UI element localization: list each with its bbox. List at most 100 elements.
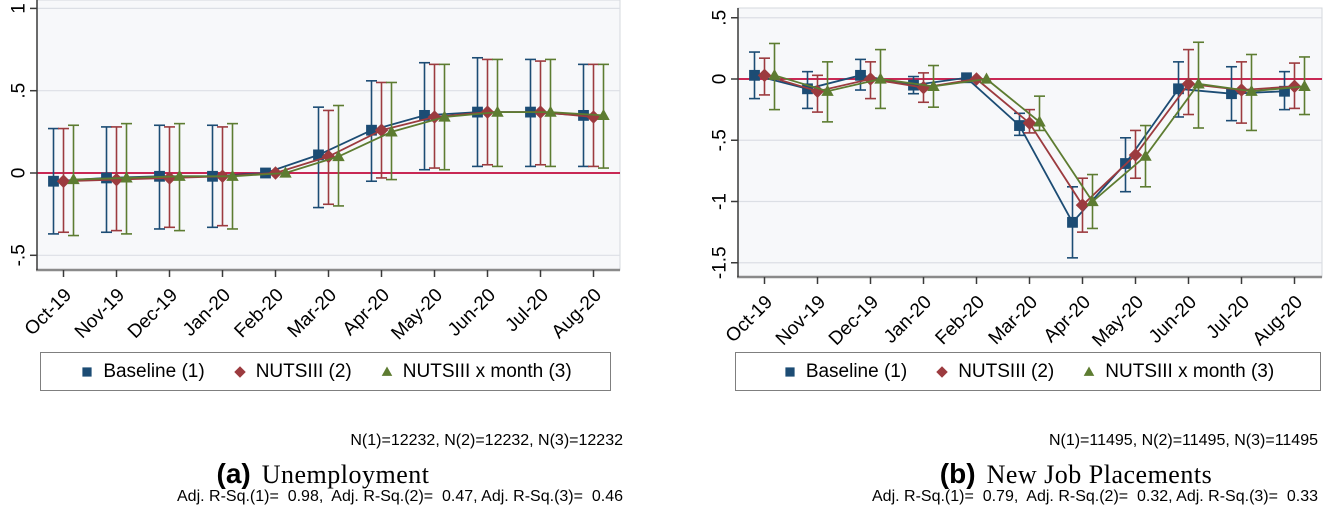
x-tick-label: Apr-20	[1040, 292, 1095, 347]
square-marker	[1226, 88, 1237, 100]
diamond-marker	[969, 72, 984, 86]
diamond-marker	[1181, 77, 1196, 91]
triangle-marker	[1298, 79, 1311, 91]
square-marker	[749, 69, 760, 81]
panel-new-job-placements: .5 0 -.5 -1 -1.5 Oct-19 Nov-19 Dec-19 Jan-20 Feb-…	[663, 0, 1323, 512]
triangle-marker	[1192, 77, 1205, 89]
square-marker	[1067, 216, 1078, 228]
square-marker	[1279, 85, 1290, 97]
triangle-marker	[544, 105, 557, 117]
x-tick-label: Jun-20	[1145, 292, 1201, 348]
legend-item: NUTSIII x month (3)	[379, 361, 572, 383]
triangle-marker	[67, 173, 80, 185]
legend-item: Baseline (1)	[79, 360, 205, 383]
y-tick-label: .5	[710, 10, 731, 26]
legend-label: Baseline (1)	[805, 360, 908, 382]
diamond-marker	[162, 171, 177, 185]
triangle-marker	[226, 169, 239, 181]
triangle-marker	[491, 105, 504, 117]
square-marker	[82, 366, 92, 377]
square-marker	[961, 72, 972, 84]
triangle-marker	[1245, 84, 1258, 96]
x-tick-label: Oct-19	[722, 292, 777, 347]
stats-notes: N(1)=12232, N(2)=12232, N(3)=12232 Adj. …	[177, 395, 623, 512]
x-tick-label: May-20	[1088, 292, 1148, 352]
triangle-marker	[1083, 365, 1095, 376]
legend-unemployment: Baseline (1) NUTSIII (2) NUTSIII x month (…	[40, 352, 611, 391]
x-tick-label: Nov-19	[772, 292, 830, 350]
diamond-marker	[109, 172, 124, 187]
square-marker	[785, 366, 795, 377]
x-tick-label: Nov-19	[71, 285, 129, 343]
x-tick-label: Jul-20	[502, 285, 553, 336]
triangle-marker	[1139, 149, 1152, 161]
diamond-legend-icon	[233, 365, 246, 378]
y-tick-label: -1	[710, 193, 731, 210]
diamond-marker	[1022, 116, 1037, 130]
square-marker	[313, 149, 324, 161]
series-diamond	[757, 48, 1302, 233]
square-marker	[419, 109, 430, 121]
legend-item: NUTSIII (2)	[934, 361, 1054, 383]
x-tick-label: May-20	[387, 285, 447, 345]
x-tick-label: Mar-20	[284, 285, 341, 342]
square-marker	[472, 106, 483, 118]
caption-text: Unemployment	[261, 460, 430, 489]
square-legend-icon	[82, 366, 92, 377]
x-tick-label: Aug-20	[548, 285, 606, 343]
legend-label: NUTSIII x month (3)	[402, 360, 572, 382]
legend-label: NUTSIII (2)	[255, 360, 352, 382]
triangle-marker	[1033, 115, 1046, 127]
legend-label: NUTSIII x month (3)	[1105, 360, 1275, 382]
y-tick-label: 1	[9, 3, 30, 14]
diamond-marker	[1075, 198, 1090, 212]
caption-text: New Job Placements	[986, 460, 1213, 489]
legend-label: NUTSIII (2)	[958, 360, 1055, 382]
plot-region	[737, 7, 1323, 278]
diamond-marker	[757, 68, 772, 83]
legend-item: NUTSIII (2)	[232, 361, 352, 383]
stats-notes: N(1)=11495, N(2)=11495, N(3)=11495 Adj. …	[872, 395, 1318, 512]
triangle-marker	[173, 169, 186, 181]
x-tick-label: Apr-20	[339, 285, 394, 340]
legend-new-job-placements: Baseline (1) NUTSIII (2) NUTSIII x month (…	[735, 352, 1321, 391]
caption-label: (a)	[216, 458, 251, 489]
triangle-marker	[120, 171, 133, 183]
diamond-marker	[56, 174, 71, 188]
y-tick-label: -1.5	[710, 246, 731, 279]
triangle-marker	[332, 150, 345, 162]
triangle-marker	[1086, 195, 1099, 207]
triangle-marker	[438, 110, 451, 122]
diamond-marker	[480, 105, 495, 119]
y-tick-label: .5	[9, 83, 30, 99]
x-tick-label: Dec-19	[124, 285, 182, 343]
diamond-marker	[936, 365, 948, 378]
x-tick-label: Jul-20	[1203, 292, 1254, 343]
x-tick-label: Jan-20	[880, 292, 936, 348]
adj-rsq-note: Adj. R-Sq.(1)= 0.98, Adj. R-Sq.(2)= 0.47…	[177, 487, 623, 505]
y-tick-label: -.5	[710, 129, 731, 151]
caption-label: (b)	[939, 458, 976, 489]
triangle-marker	[279, 166, 292, 178]
legend-label: Baseline (1)	[103, 360, 205, 382]
legend-item: Baseline (1)	[782, 361, 907, 383]
square-marker	[1014, 120, 1025, 131]
caption-b: (b) New Job Placements	[940, 458, 1212, 490]
y-tick-label: 0	[710, 74, 731, 85]
x-tick-label: Aug-20	[1249, 292, 1307, 350]
triangle-marker	[927, 79, 940, 91]
triangle-marker	[385, 125, 398, 137]
x-tick-label: Mar-20	[985, 292, 1042, 349]
square-marker	[1173, 83, 1184, 95]
unemployment-chart: 1 .5 0 -.5 Oct-19Nov-19Dec-19Jan-20Feb-20Mar…	[9, 0, 621, 345]
x-tick-label: Jun-20	[444, 285, 500, 341]
x-tick-label: Dec-19	[825, 292, 883, 350]
y-tick-label: -.5	[9, 244, 30, 266]
series-triangle	[768, 41, 1311, 230]
n-obs-note: N(1)=12232, N(2)=12232, N(3)=12232	[350, 432, 623, 449]
triangle-legend-icon	[381, 365, 393, 376]
series-triangle	[67, 58, 610, 237]
triangle-marker	[381, 365, 393, 376]
square-marker	[855, 69, 866, 81]
